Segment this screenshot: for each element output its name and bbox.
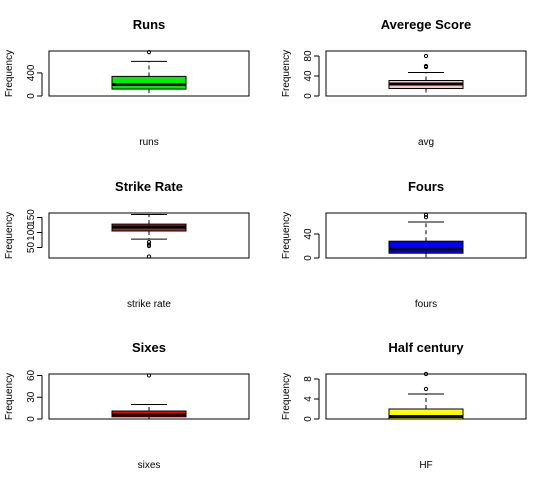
y-tick-label: 0 <box>303 416 314 422</box>
outlier-point <box>146 373 152 378</box>
x-axis-label: fours <box>415 299 437 310</box>
chart-title: Fours <box>408 179 444 194</box>
y-tick-label: 4 <box>303 396 314 402</box>
y-tick-label: 8 <box>303 376 314 382</box>
y-tick-label: 0 <box>26 416 37 422</box>
plot-frame <box>48 212 250 259</box>
outlier-point <box>146 50 152 55</box>
y-tick-label: 400 <box>26 64 37 81</box>
x-axis-label: strike rate <box>127 299 171 310</box>
y-axis-label: Frequency <box>4 50 15 97</box>
chart-title: Runs <box>133 17 166 32</box>
outlier-point <box>423 215 429 220</box>
y-axis-label: Frequency <box>281 373 292 420</box>
iqr-box <box>388 240 464 254</box>
y-tick-label: 150 <box>26 209 37 226</box>
y-tick-label: 0 <box>303 93 314 99</box>
y-tick-label: 80 <box>303 50 314 62</box>
outlier-point <box>423 212 429 217</box>
outlier-point <box>146 254 152 259</box>
outlier-point <box>423 63 429 69</box>
outlier-point <box>423 371 429 377</box>
chart-title: Sixes <box>132 340 166 355</box>
outlier-point <box>146 240 152 245</box>
y-axis-label: Frequency <box>4 212 15 259</box>
x-axis-label: sixes <box>138 460 161 471</box>
x-axis-label: HF <box>419 460 432 471</box>
outlier-point <box>423 386 429 392</box>
y-tick-label: 60 <box>26 369 37 381</box>
y-axis-label: Frequency <box>281 50 292 97</box>
outlier-point <box>146 242 152 247</box>
y-tick-label: 30 <box>26 391 37 403</box>
outlier-point <box>146 243 152 249</box>
x-axis-label: avg <box>418 137 434 148</box>
y-tick-label: 40 <box>303 70 314 82</box>
y-tick-label: 0 <box>26 93 37 99</box>
y-tick-label: 40 <box>303 228 314 240</box>
y-axis-label: Frequency <box>4 373 15 420</box>
iqr-box <box>388 408 464 420</box>
outlier-point <box>423 53 429 59</box>
chart-title: Averege Score <box>381 17 472 32</box>
x-axis-label: runs <box>139 137 158 148</box>
y-axis-label: Frequency <box>281 212 292 259</box>
chart-title: Half century <box>388 340 464 355</box>
chart-title: Strike Rate <box>115 179 183 194</box>
y-tick-label: 100 <box>26 224 37 241</box>
y-tick-label: 50 <box>26 242 37 254</box>
y-tick-label: 0 <box>303 255 314 261</box>
iqr-box <box>111 75 187 90</box>
